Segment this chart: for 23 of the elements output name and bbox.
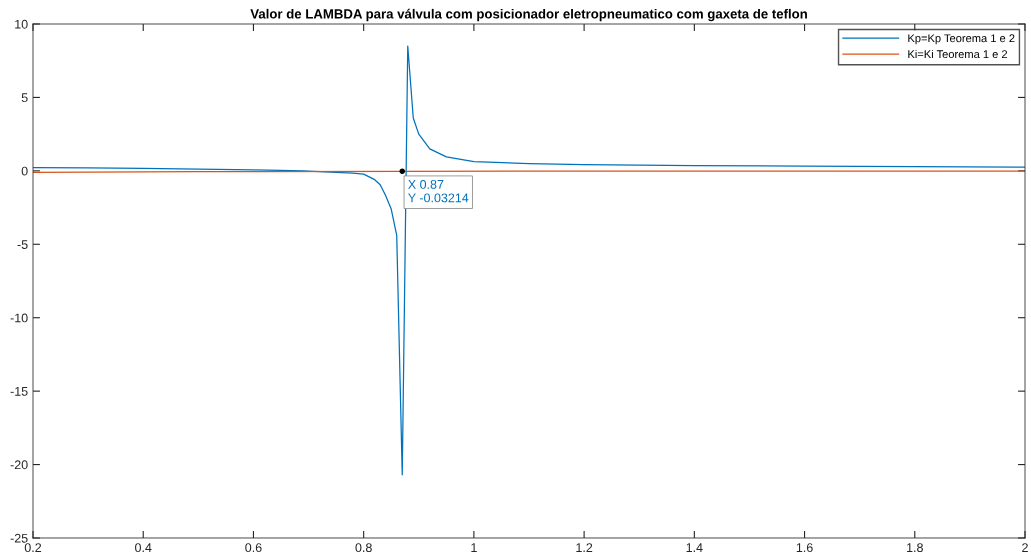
x-tick-label: 2 <box>1022 543 1028 552</box>
y-tick-label: 10 <box>15 19 28 29</box>
y-tick-label: 0 <box>21 166 28 176</box>
y-tick-label: -5 <box>17 240 28 249</box>
y-tick-label: -25 <box>10 533 28 543</box>
x-tick-label: 0.2 <box>24 543 42 553</box>
line-series <box>33 45 1025 476</box>
y-tick-label: -15 <box>10 387 28 396</box>
y-tick-label: -10 <box>10 313 28 323</box>
legend-label: Ki=Ki Teorema 1 e 2 <box>908 49 1008 59</box>
x-tick-label: 1.2 <box>576 543 593 552</box>
x-tick-label: 0.4 <box>135 543 152 553</box>
x-tick-label: 1.8 <box>907 543 923 553</box>
x-tick-label: 0.6 <box>245 543 262 553</box>
y-tick-label: 5 <box>21 93 28 103</box>
x-tick-label: 0.8 <box>355 543 372 553</box>
x-tick-label: 1.4 <box>686 543 703 552</box>
annotation: X 0.87 Y -0.03214 <box>408 179 469 203</box>
x-tick-label: 1.6 <box>796 543 813 553</box>
legend-label: Kp=Kp Teorema 1 e 2 <box>908 34 1015 45</box>
chart-title: Valor de LAMBDA para válvula com posicionador eletropneumatico com gaxeta de teflon <box>250 8 807 22</box>
y-tick-label: -20 <box>10 460 28 470</box>
x-tick-label: 1 <box>471 543 477 552</box>
